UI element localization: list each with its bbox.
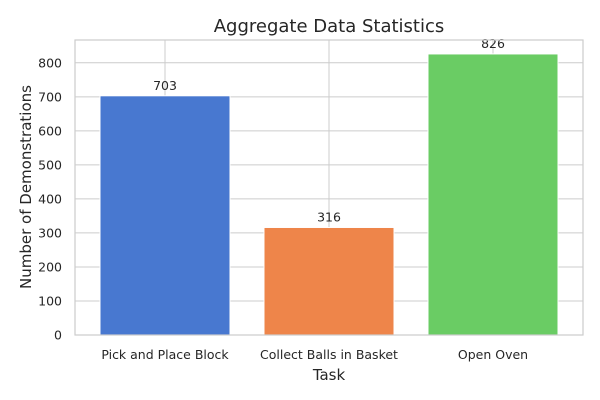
y-tick-labels: 0 100 200 300 400 500 600 700 800 bbox=[38, 55, 62, 342]
plot-frame bbox=[74, 39, 584, 336]
chart-title: Aggregate Data Statistics bbox=[214, 16, 445, 37]
y-tick-label: 100 bbox=[38, 293, 62, 308]
data-label: 316 bbox=[317, 209, 341, 224]
y-tick-label: 500 bbox=[38, 157, 62, 172]
bars bbox=[99, 53, 559, 336]
x-axis-label: Task bbox=[312, 366, 346, 384]
y-tick-label: 0 bbox=[54, 328, 62, 343]
y-tick-label: 200 bbox=[38, 259, 62, 274]
y-tick-label: 400 bbox=[38, 191, 62, 206]
y-tick-label: 700 bbox=[38, 89, 62, 104]
x-tick-label: Open Oven bbox=[458, 347, 528, 362]
y-tick-label: 300 bbox=[38, 225, 62, 240]
y-axis-label: Number of Demonstrations bbox=[17, 85, 35, 289]
data-label: 703 bbox=[153, 78, 177, 93]
bar bbox=[263, 226, 395, 336]
bar bbox=[427, 53, 559, 336]
x-tick-labels: Pick and Place Block Collect Balls in Bas… bbox=[101, 347, 528, 362]
y-tick-label: 600 bbox=[38, 123, 62, 138]
x-tick-label: Pick and Place Block bbox=[101, 347, 229, 362]
x-tick-label: Collect Balls in Basket bbox=[260, 347, 398, 362]
data-label: 826 bbox=[481, 36, 505, 51]
bar bbox=[99, 95, 231, 336]
y-tick-label: 800 bbox=[38, 55, 62, 70]
